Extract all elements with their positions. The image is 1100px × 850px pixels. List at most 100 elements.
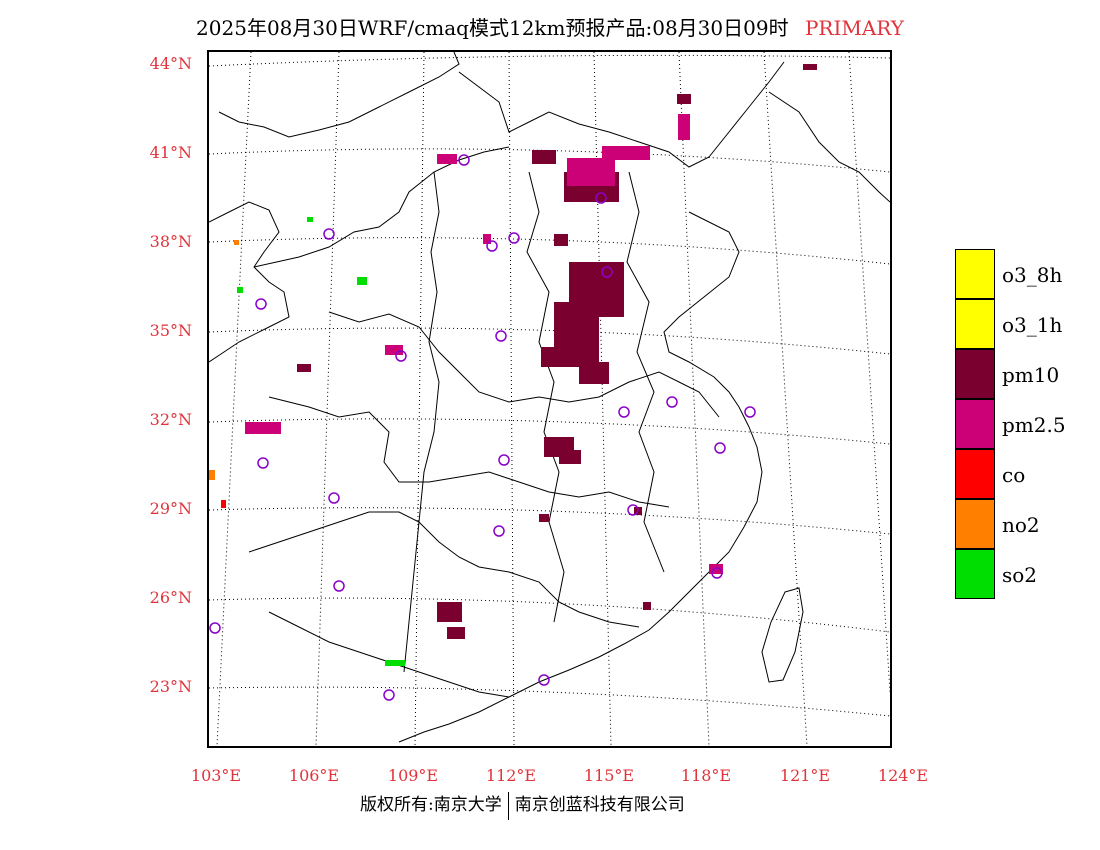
station-marker [383, 689, 395, 701]
station-marker [395, 350, 407, 362]
parallel-32n [209, 418, 890, 445]
pm25-cell [678, 114, 690, 140]
taiwan-outline [761, 587, 804, 683]
legend-label: pm10 [1002, 363, 1060, 387]
station-marker [627, 504, 639, 516]
station-marker [209, 622, 221, 634]
lat-label: 35°N [149, 321, 192, 340]
station-marker [711, 567, 723, 579]
pm10-cell [579, 362, 609, 384]
lat-label: 38°N [149, 232, 192, 251]
legend-swatch [955, 499, 995, 549]
legend-label: o3_8h [1002, 263, 1063, 287]
parallel-26n [209, 597, 890, 633]
station-marker [458, 154, 470, 166]
pm25-concentration-cells [245, 114, 723, 574]
lon-label: 112°E [485, 766, 537, 785]
province-border-central-2 [268, 396, 670, 508]
province-border-vertical-2 [526, 171, 565, 623]
station-marker [538, 674, 550, 686]
lat-label: 29°N [149, 499, 192, 518]
province-border-west-2 [253, 146, 510, 268]
so2-cell [385, 660, 405, 666]
pm25-cell [437, 154, 457, 164]
legend-label: co [1002, 463, 1026, 487]
station-marker [255, 298, 267, 310]
legend-swatch [955, 399, 995, 449]
station-marker [328, 492, 340, 504]
copyright-company: 南京创蓝科技有限公司 [514, 795, 685, 815]
province-border-vertical-3 [626, 171, 665, 573]
lon-label: 118°E [680, 766, 732, 785]
legend-swatch [955, 549, 995, 599]
station-marker [495, 330, 507, 342]
station-marker [323, 228, 335, 240]
legend-label: o3_1h [1002, 313, 1063, 337]
lat-label: 26°N [149, 588, 192, 607]
legend-swatch [955, 349, 995, 399]
meridian-121e [763, 52, 808, 746]
pm25-cell [245, 422, 281, 434]
map-canvas [209, 52, 890, 746]
lon-label: 106°E [288, 766, 340, 785]
monitoring-stations [209, 154, 756, 701]
pm10-cell [559, 450, 581, 464]
legend-swatch [955, 249, 995, 299]
meridian-124e [848, 52, 890, 693]
province-border-central [328, 311, 720, 418]
lat-label: 41°N [149, 143, 192, 162]
station-marker [595, 192, 607, 204]
pm10-cell [532, 150, 556, 164]
pm25-cell [602, 146, 650, 160]
so2-cell [357, 277, 367, 285]
station-marker [333, 580, 345, 592]
pm10-cell [541, 347, 581, 367]
station-marker [493, 525, 505, 537]
station-marker [601, 266, 613, 278]
map-panel [207, 50, 892, 748]
province-border-south [248, 511, 640, 628]
legend-swatch [955, 449, 995, 499]
copyright-footer: 版权所有:南京大学 南京创蓝科技有限公司 [360, 790, 685, 820]
lon-label: 121°E [779, 766, 831, 785]
legend-label: so2 [1002, 563, 1038, 587]
co-cell [221, 500, 226, 508]
station-marker [618, 406, 630, 418]
lon-label: 109°E [387, 766, 439, 785]
parallel-44n [209, 54, 890, 67]
station-marker [486, 240, 498, 252]
province-border-vertical [403, 171, 440, 673]
other-pollutant-cells [209, 217, 405, 666]
province-border-north [458, 61, 785, 168]
meridian-112e [508, 52, 515, 746]
lon-label: 115°E [583, 766, 635, 785]
station-marker [666, 396, 678, 408]
parallel-29n [209, 507, 890, 535]
pm25-cell [567, 158, 615, 186]
lat-label: 23°N [149, 677, 192, 696]
legend-swatch [955, 299, 995, 349]
pm10-cell [554, 234, 568, 246]
station-marker [744, 406, 756, 418]
pm25-cell [385, 345, 403, 355]
pm10-cell [447, 627, 465, 639]
map-title: 2025年08月30日WRF/cmaq模式12km预报产品:08月30日09时 … [0, 12, 1100, 41]
lon-label: 124°E [877, 766, 929, 785]
footer-divider [507, 791, 509, 820]
station-marker [508, 232, 520, 244]
lon-label: 103°E [190, 766, 242, 785]
graticule [209, 52, 890, 746]
legend-label: pm2.5 [1002, 413, 1066, 437]
title-text: 2025年08月30日WRF/cmaq模式12km预报产品:08月30日09时 [196, 16, 789, 40]
copyright-owner: 版权所有:南京大学 [360, 795, 502, 815]
pm10-cell [297, 364, 311, 372]
pm10-cell [677, 94, 691, 104]
pm10-cell [643, 602, 651, 610]
province-border-west [209, 201, 290, 363]
parallel-23n [209, 686, 890, 717]
title-primary-label: PRIMARY [804, 16, 904, 40]
coastline [398, 91, 890, 743]
boundaries [209, 52, 890, 743]
meridian-103e [216, 52, 252, 746]
lat-label: 44°N [149, 54, 192, 73]
